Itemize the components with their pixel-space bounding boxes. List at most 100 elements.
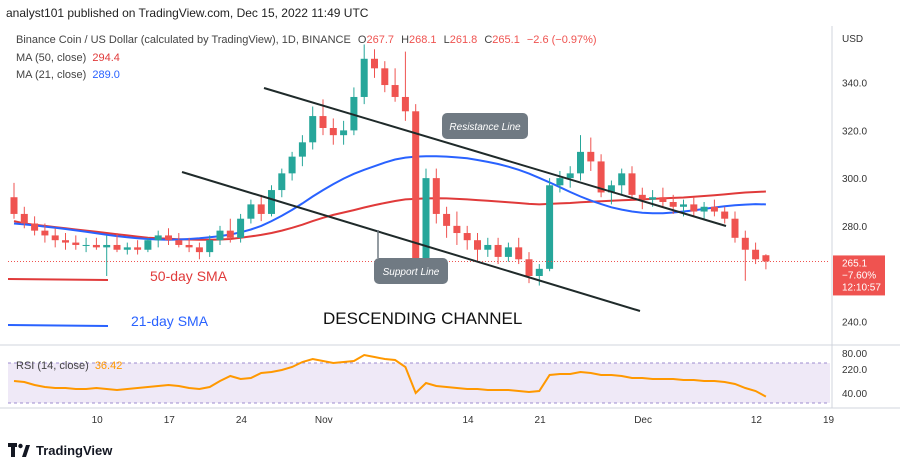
candle-body <box>422 178 430 260</box>
ma50-value: 294.4 <box>92 52 120 64</box>
time-tick-label: 21 <box>535 415 547 426</box>
candle-body <box>329 128 337 136</box>
candle-body <box>175 240 183 245</box>
candle-body <box>700 206 708 212</box>
candle-body <box>51 235 59 241</box>
candle-body <box>628 173 636 195</box>
candle-body <box>381 68 389 86</box>
candle-body <box>340 130 348 136</box>
rsi-line-group <box>13 353 767 398</box>
candle-body <box>391 85 399 97</box>
candle-body <box>92 244 100 248</box>
candle-body <box>134 247 142 250</box>
candle-body <box>546 185 554 269</box>
candle-body <box>309 116 317 143</box>
candle-body <box>247 204 255 219</box>
candle-body <box>577 151 584 174</box>
candle-body <box>298 142 306 157</box>
svg-text:Binance Coin / US Dollar (calc: Binance Coin / US Dollar (calculated by … <box>16 34 597 46</box>
high-label: H <box>401 34 409 46</box>
candle-body <box>154 235 162 241</box>
candle-body <box>20 213 28 224</box>
candle-body <box>123 247 131 250</box>
candle-body <box>741 237 749 250</box>
candle-body <box>597 161 605 193</box>
rsi-value: 36.42 <box>95 360 123 372</box>
rsi-tick-label: 80.00 <box>842 349 867 360</box>
candle-body <box>31 223 39 231</box>
close-value: 265.1 <box>492 34 520 46</box>
candle-body <box>206 240 214 253</box>
candle-body <box>710 206 718 212</box>
price-tick-label: 220.0 <box>842 365 867 376</box>
candle-body <box>453 225 461 234</box>
candle-body <box>257 204 265 214</box>
candle-body <box>607 185 615 193</box>
candle-body <box>10 197 18 214</box>
candle-body <box>690 204 698 212</box>
candle-body <box>731 218 739 238</box>
candle-body <box>195 247 203 253</box>
rsi-line <box>13 353 767 398</box>
symbol-legend: Binance Coin / US Dollar (calculated by … <box>16 34 597 372</box>
svg-text:MA (50, close) 294.4: MA (50, close) 294.4 <box>16 52 120 64</box>
price-tag-price: 265.1 <box>842 258 867 269</box>
candle-body <box>412 111 420 260</box>
ma21-value: 289.0 <box>92 69 120 81</box>
resistance-trendline[interactable] <box>263 87 727 227</box>
resistance-callout: Resistance Line <box>442 113 528 139</box>
time-tick-label: 19 <box>823 415 835 426</box>
ma50-label: MA (50, close) <box>16 52 86 64</box>
candle-body <box>82 244 90 246</box>
support-callout: Support Line <box>374 230 448 284</box>
candle-body <box>474 240 481 250</box>
candle-body <box>638 194 646 200</box>
current-price-tag: 265.1 −7.60% 12:10:57 <box>833 255 885 296</box>
time-axis: 10 17 24 Nov 14 21 Dec 12 19 <box>92 415 835 426</box>
price-tag-countdown: 12:10:57 <box>842 282 881 293</box>
sma50-legend-line <box>7 278 109 281</box>
currency-label: USD <box>842 34 863 45</box>
candle-body <box>165 235 172 241</box>
rsi-tick-label: 40.00 <box>842 389 867 400</box>
rsi-band <box>8 363 830 403</box>
time-tick-label: Nov <box>315 415 333 426</box>
time-tick-label: 10 <box>92 415 104 426</box>
candle-body <box>525 259 533 276</box>
candle-body <box>288 156 296 174</box>
open-label: O <box>358 34 367 46</box>
candle-body <box>659 197 667 202</box>
time-tick-label: 24 <box>236 415 248 426</box>
svg-text:MA (21, close) 289.0: MA (21, close) 289.0 <box>16 69 120 81</box>
candle-body <box>319 116 327 128</box>
candle-body <box>721 211 729 219</box>
sma21-annotation: 21-day SMA <box>131 313 209 329</box>
candle-body <box>360 58 368 97</box>
candle-body <box>401 96 409 112</box>
candle-body <box>618 173 626 186</box>
candle-body <box>62 240 69 243</box>
high-value: 268.1 <box>409 34 437 46</box>
publisher-line: analyst101 published on TradingView.com,… <box>6 6 369 20</box>
price-tick-label: 300.0 <box>842 174 867 185</box>
candle-body <box>432 178 440 214</box>
close-label: C <box>484 34 492 46</box>
candle-body <box>587 151 595 162</box>
candle-body <box>113 244 121 250</box>
time-tick-label: 14 <box>462 415 474 426</box>
support-trendline[interactable] <box>181 171 641 312</box>
candle-body <box>237 218 245 238</box>
sma50-annotation: 50-day SMA <box>150 268 228 284</box>
low-value: 261.8 <box>450 34 478 46</box>
candles-group <box>10 44 770 286</box>
candle-body <box>556 178 564 186</box>
candle-body <box>515 247 523 260</box>
candle-body <box>226 230 234 238</box>
low-label: L <box>444 34 450 46</box>
tradingview-brand: TradingView <box>36 442 113 458</box>
price-tick-label: 240.0 <box>842 317 867 328</box>
symbol-line: Binance Coin / US Dollar (calculated by … <box>16 34 351 46</box>
tradingview-footer: TradingView <box>8 440 112 460</box>
support-callout-label: Support Line <box>383 267 440 278</box>
